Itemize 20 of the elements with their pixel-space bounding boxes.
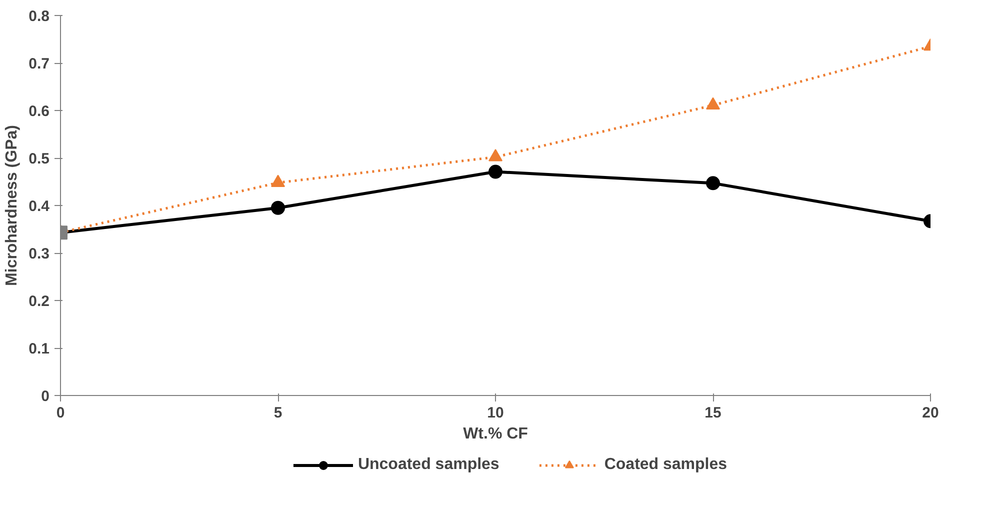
y-tick-label: 0.4 bbox=[28, 198, 50, 215]
x-tick-label: 20 bbox=[922, 404, 939, 422]
x-axis-title: Wt.% CF bbox=[463, 426, 528, 442]
y-tick-label: 0.3 bbox=[28, 246, 50, 262]
x-tick-label: 15 bbox=[704, 404, 722, 422]
y-tick-label: 0 bbox=[41, 388, 50, 405]
point bbox=[488, 164, 502, 179]
y-tick-label: 0.7 bbox=[28, 56, 50, 72]
point bbox=[488, 149, 502, 162]
legend-label: Coated samples bbox=[604, 456, 728, 474]
y-axis-title: Microhardness (GPa) bbox=[4, 125, 21, 286]
y-tick-label: 0.8 bbox=[28, 8, 50, 25]
x-tick-label: 10 bbox=[487, 404, 504, 422]
legend-label: Uncoated samples bbox=[358, 456, 500, 474]
y-tick-label: 0.2 bbox=[28, 293, 50, 310]
y-tick-label: 0.6 bbox=[28, 103, 50, 120]
y-tick-label: 0.1 bbox=[28, 340, 50, 358]
y-tick-label: 0.5 bbox=[28, 150, 50, 168]
x-tick-label: 5 bbox=[274, 404, 282, 422]
x-tick-label: 0 bbox=[56, 404, 65, 422]
